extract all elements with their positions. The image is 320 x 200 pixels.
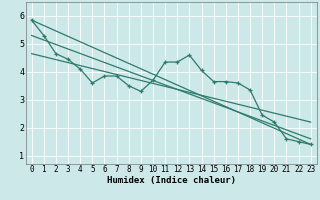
X-axis label: Humidex (Indice chaleur): Humidex (Indice chaleur) [107,176,236,185]
